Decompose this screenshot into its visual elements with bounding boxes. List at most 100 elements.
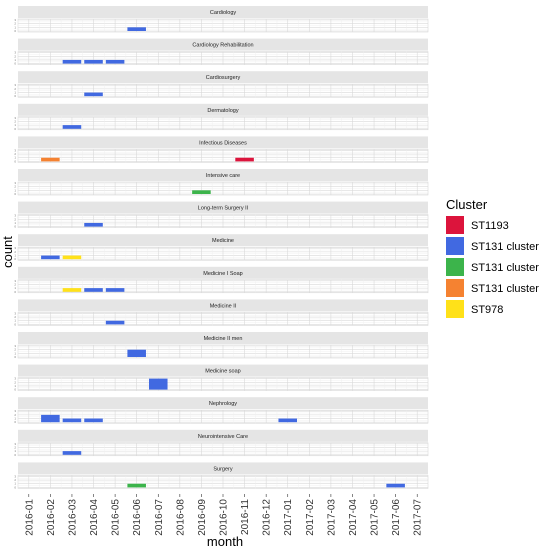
y-tick-label: 1 [14,221,16,225]
y-tick-label: 0 [14,453,16,457]
facet-strip [18,299,428,312]
y-tick-label: 1 [14,91,16,95]
y-tick-label: 3 [14,83,16,87]
y-tick-label: 3 [14,279,16,283]
y-tick-label: 1 [14,449,16,453]
x-tick-label: 2017-06 [391,499,402,536]
y-tick-label: 1 [14,188,16,192]
y-tick-label: 2 [14,22,16,26]
x-tick-label: 2016-05 [111,499,122,536]
x-tick-label: 2017-02 [305,499,316,536]
x-tick-label: 2016-01 [24,499,35,536]
bar [62,288,82,292]
y-tick-label: 2 [14,315,16,319]
x-tick-label: 2016-06 [132,499,143,536]
bar [62,125,82,129]
y-tick-label: 2 [14,217,16,221]
x-tick-label: 2016-03 [67,499,78,536]
y-tick-label: 1 [14,156,16,160]
facet-strip-label: Infectious Diseases [199,140,247,146]
y-tick-label: 3 [14,474,16,478]
facet-strip [18,169,428,181]
y-tick-label: 3 [14,214,16,218]
y-tick-label: 2 [14,54,16,58]
facet-strip [18,201,428,214]
x-tick-label: 2017-04 [348,499,359,536]
y-tick-label: 3 [14,344,16,348]
y-tick-label: 0 [14,192,16,196]
facet-strip-label: Cardiology Rehabilitation [192,43,253,49]
facet-strip-label: Neurointensive Care [198,434,248,440]
y-tick-label: 3 [14,148,16,152]
y-tick-label: 3 [14,51,16,55]
y-tick-label: 0 [14,127,16,131]
y-tick-label: 2 [14,185,16,189]
facet-strip [18,332,428,344]
bar [84,418,103,423]
y-axis-title: count [0,236,15,268]
legend-swatch [446,279,464,297]
bar [105,320,125,325]
y-tick-label: 0 [14,290,16,294]
bar [84,92,103,97]
facet-strip-label: Long-term Surgery II [198,206,249,212]
facet-strip [18,266,428,279]
facet-strip-label: Nephrology [209,401,237,407]
legend-swatch [446,300,464,318]
y-tick-label: 0 [14,322,16,326]
y-tick-label: 3 [14,409,16,413]
y-tick-label: 1 [14,123,16,127]
y-tick-label: 2 [14,119,16,123]
y-tick-label: 0 [14,485,16,489]
x-axis-title: month [207,534,243,549]
bar [148,378,168,390]
bar [84,288,103,292]
y-tick-label: 1 [14,25,16,29]
legend-item-label: ST131 cluster 2 [471,262,540,274]
y-tick-label: 3 [14,18,16,22]
bar [62,418,82,423]
x-tick-label: 2016-02 [46,499,57,536]
y-tick-label: 0 [14,388,16,392]
y-tick-label: 3 [14,246,16,250]
facet-strip-label: Medicine II men [204,336,243,342]
facet-strip-label: Medicine I Soap [203,271,242,277]
x-tick-label: 2016-11 [240,499,251,535]
bar [62,451,82,455]
y-tick-label: 2 [14,348,16,352]
y-tick-label: 1 [14,319,16,323]
x-tick-label: 2016-04 [89,499,100,536]
bar [386,483,405,488]
y-tick-label: 0 [14,29,16,33]
x-tick-label: 2016-10 [219,499,230,536]
y-tick-label: 3 [14,311,16,315]
y-tick-label: 2 [14,250,16,254]
x-tick-label: 2017-01 [283,499,294,536]
bar [41,255,60,260]
y-tick-label: 1 [14,286,16,290]
y-tick-label: 0 [14,62,16,66]
bar [235,157,254,162]
facet-strip-label: Medicine soap [205,369,240,375]
bar [105,288,125,292]
y-tick-label: 0 [14,420,16,424]
legend-title: Cluster [446,197,488,212]
x-tick-label: 2017-07 [413,499,424,536]
x-tick-label: 2016-09 [197,499,208,536]
facet-strip [18,71,428,84]
y-tick-label: 3 [14,377,16,381]
y-tick-label: 0 [14,94,16,98]
y-tick-label: 2 [14,87,16,91]
bar [192,190,211,194]
